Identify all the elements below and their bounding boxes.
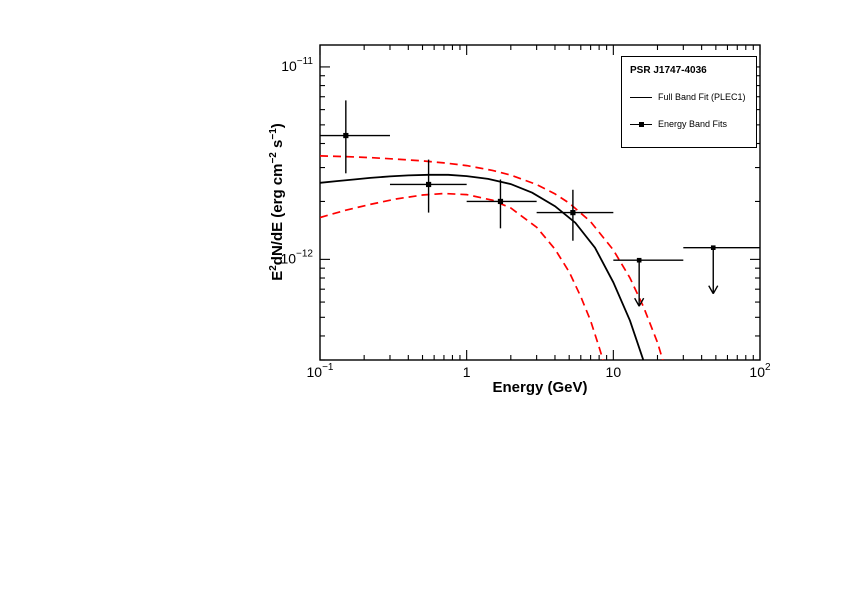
y-axis-label-part: s <box>269 139 286 153</box>
fit-curve <box>320 173 645 360</box>
svg-text:1: 1 <box>463 364 471 380</box>
upper-limits <box>613 245 760 307</box>
data-point-marker <box>497 198 504 205</box>
y-axis-label-sup: −2 <box>268 152 279 164</box>
axis-ticks <box>319 45 761 361</box>
confidence-band-upper <box>320 155 664 360</box>
y-tick-labels: 10−12 10−11 <box>280 56 313 266</box>
x-axis-label: Energy (GeV) <box>492 379 588 396</box>
data-points <box>320 100 614 241</box>
x-tick-labels: 10−1 1 10 102 <box>307 362 772 380</box>
data-point-marker <box>343 132 349 139</box>
data-point-marker <box>570 210 576 216</box>
fit-line-sample-icon <box>630 97 652 98</box>
marker-sample-icon <box>630 120 652 129</box>
y-axis-label: E2dN/dE (erg cm−2 s−1) <box>268 123 286 281</box>
legend-title: PSR J1747-4036 <box>630 65 707 76</box>
y-axis-label-part: ) <box>269 123 286 129</box>
svg-text:10−1: 10−1 <box>307 362 334 380</box>
legend-entry-energy-band-fits: Energy Band Fits <box>630 119 751 130</box>
svg-text:10: 10 <box>606 364 622 380</box>
down-arrow-icon <box>708 285 714 295</box>
data-point-marker <box>425 181 432 188</box>
svg-text:10−12: 10−12 <box>280 248 313 266</box>
y-axis-label-part: E <box>269 270 286 281</box>
legend-entry-label: Energy Band Fits <box>658 119 728 129</box>
down-arrow-icon <box>712 285 719 295</box>
svg-text:10−11: 10−11 <box>281 56 313 74</box>
down-arrow-icon <box>634 297 640 307</box>
y-axis-label-sup: −1 <box>268 128 279 140</box>
legend-entry-full-band-fit: Full Band Fit (PLEC1) <box>630 92 751 103</box>
plot-frame <box>319 44 761 361</box>
confidence-band-lower <box>320 192 604 360</box>
down-arrow-icon <box>638 297 645 307</box>
y-axis-label-sup: 2 <box>268 265 279 271</box>
legend-entry-label: Full Band Fit (PLEC1) <box>658 92 746 102</box>
y-axis-label-part: dN/dE (erg cm <box>269 163 286 266</box>
legend: PSR J1747-4036 Full Band Fit (PLEC1) Ene… <box>621 56 757 148</box>
svg-text:102: 102 <box>749 362 771 380</box>
